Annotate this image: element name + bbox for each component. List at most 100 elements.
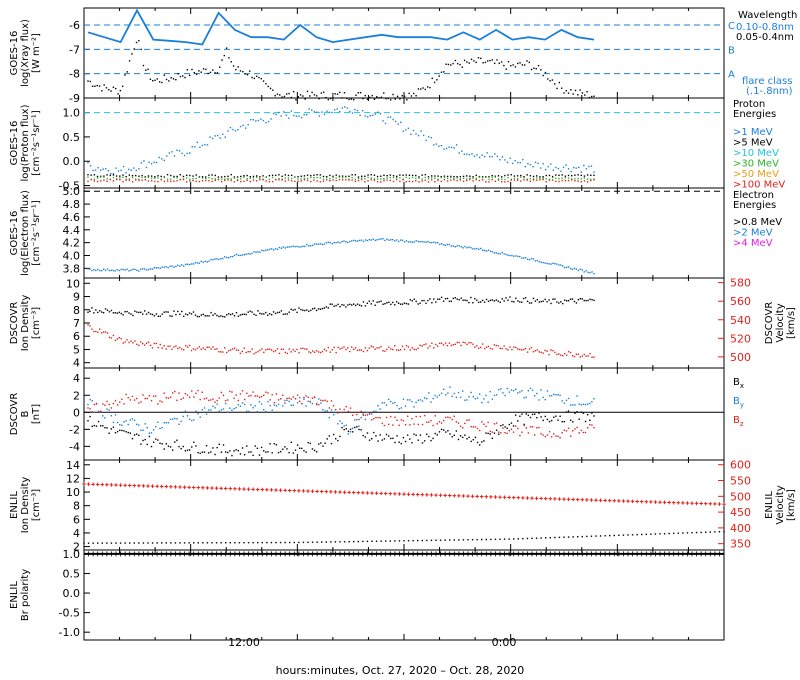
dscovr-b-point — [548, 420, 551, 423]
dscovr-b-point — [436, 396, 439, 398]
proton-high-energy-point — [367, 176, 369, 179]
electron-2mev-point — [479, 247, 482, 250]
dscovr-b-point — [188, 449, 191, 451]
dscovr-b-point — [248, 451, 250, 453]
dscovr-b-point — [381, 422, 383, 425]
dscovr-b-point — [457, 438, 460, 441]
dscovr-velocity-point — [268, 348, 271, 350]
proton-1mev-point — [92, 169, 94, 172]
proton-high-energy-point — [370, 178, 372, 181]
dscovr-density-point — [405, 302, 408, 305]
enlil-density-point — [124, 542, 126, 544]
proton-1mev-point — [532, 166, 534, 168]
dscovr-b-point — [199, 398, 201, 401]
dscovr-velocity-point — [292, 349, 294, 351]
dscovr-density-point — [122, 314, 124, 316]
xray-short-point — [161, 81, 163, 84]
dscovr-b-point — [525, 396, 527, 398]
xray-short-point — [590, 95, 593, 98]
dscovr-velocity-point — [362, 350, 365, 353]
proton-high-energy-point — [548, 174, 551, 177]
dscovr-b-point — [227, 451, 229, 454]
dscovr-b-point — [455, 396, 458, 399]
electron-2mev-point — [134, 268, 136, 271]
dscovr-b-point — [307, 400, 309, 402]
dscovr-b-point — [207, 452, 210, 454]
electron-2mev-point — [569, 267, 572, 270]
dscovr-density-point — [522, 297, 525, 300]
dscovr-b-point — [364, 414, 367, 416]
electron-2mev-point — [138, 270, 140, 272]
proton-high-energy-point — [322, 175, 325, 178]
proton-high-energy-point — [567, 174, 570, 177]
dscovr-velocity-point — [284, 351, 287, 354]
proton-high-energy-point — [351, 176, 353, 179]
proton-high-energy-point — [157, 175, 159, 177]
enlil-density-point — [138, 542, 140, 544]
dscovr-velocity-point — [132, 342, 134, 344]
dscovr-b-point — [559, 394, 561, 397]
xray-short-point — [251, 76, 253, 79]
proton-high-energy-point — [122, 176, 124, 178]
dscovr-density-point — [351, 304, 353, 306]
proton-1mev-point — [499, 159, 501, 161]
dscovr-b-point — [370, 419, 373, 421]
dscovr-b-point — [146, 443, 148, 446]
dscovr-b-point — [491, 398, 494, 400]
proton-high-energy-point — [430, 179, 433, 181]
dscovr-b-point — [148, 432, 151, 434]
dscovr-density-point — [437, 298, 439, 300]
xray-short-point — [239, 70, 242, 72]
dscovr-b-point — [576, 395, 578, 397]
xray-y-tick-label: -9 — [69, 92, 80, 105]
dscovr-b-point — [214, 453, 216, 456]
electron-2mev-point — [265, 249, 267, 251]
xray-short-point — [549, 80, 551, 82]
dscovr-b-point — [174, 417, 176, 420]
dscovr-b-point — [229, 407, 231, 409]
electron-2mev-point — [259, 251, 261, 253]
dscovr-b-point — [233, 397, 235, 400]
dscovr-b-point — [335, 411, 337, 414]
electron-y-label: [cm⁻²s⁻¹sr⁻¹] — [31, 200, 42, 266]
proton-high-energy-point — [357, 179, 360, 182]
dscovr-b-point — [174, 390, 176, 393]
dscovr-b-point — [337, 412, 339, 414]
dscovr-b-point — [493, 423, 496, 425]
dscovr-b-point — [123, 430, 125, 432]
proton-1mev-point — [455, 144, 458, 146]
dscovr-velocity-point — [345, 348, 347, 351]
enlil-density-point — [362, 540, 364, 543]
electron-legend-item: >0.8 MeV — [733, 217, 782, 228]
dscovr-velocity-point — [472, 343, 474, 345]
dscovr-velocity-point — [241, 350, 244, 353]
proton-1mev-point — [453, 147, 455, 149]
dscovr-density-point — [173, 310, 175, 312]
electron-2mev-point — [202, 261, 204, 263]
proton-1mev-point — [163, 159, 165, 162]
dscovr-velocity-point — [591, 356, 593, 359]
dscovr-density-point — [151, 313, 154, 316]
dscovr-velocity-point — [311, 350, 314, 352]
proton-high-energy-point — [443, 175, 446, 177]
dscovr-b-point — [324, 410, 326, 412]
dscovr-b-point — [231, 391, 233, 393]
proton-high-energy-point — [246, 177, 248, 180]
dscovr-b-point — [127, 397, 129, 399]
proton-1mev-point — [323, 113, 326, 116]
proton-high-energy-point — [179, 174, 181, 176]
dscovr-density-point — [93, 312, 95, 314]
dscovr-velocity-point — [306, 348, 308, 350]
dscovr-b-point — [360, 429, 362, 431]
proton-1mev-point — [514, 159, 516, 162]
xray-short-point — [124, 74, 126, 76]
dscovr-b-point — [318, 403, 320, 406]
proton-1mev-point — [593, 171, 595, 173]
dscovr-density-point — [456, 298, 458, 300]
xray-short-point — [103, 84, 105, 86]
proton-high-energy-point — [166, 178, 169, 180]
electron-2mev-point — [280, 247, 283, 249]
dscovr-b-point — [462, 427, 464, 429]
dscovr-b-point — [542, 434, 544, 436]
proton-high-energy-point — [290, 174, 293, 177]
